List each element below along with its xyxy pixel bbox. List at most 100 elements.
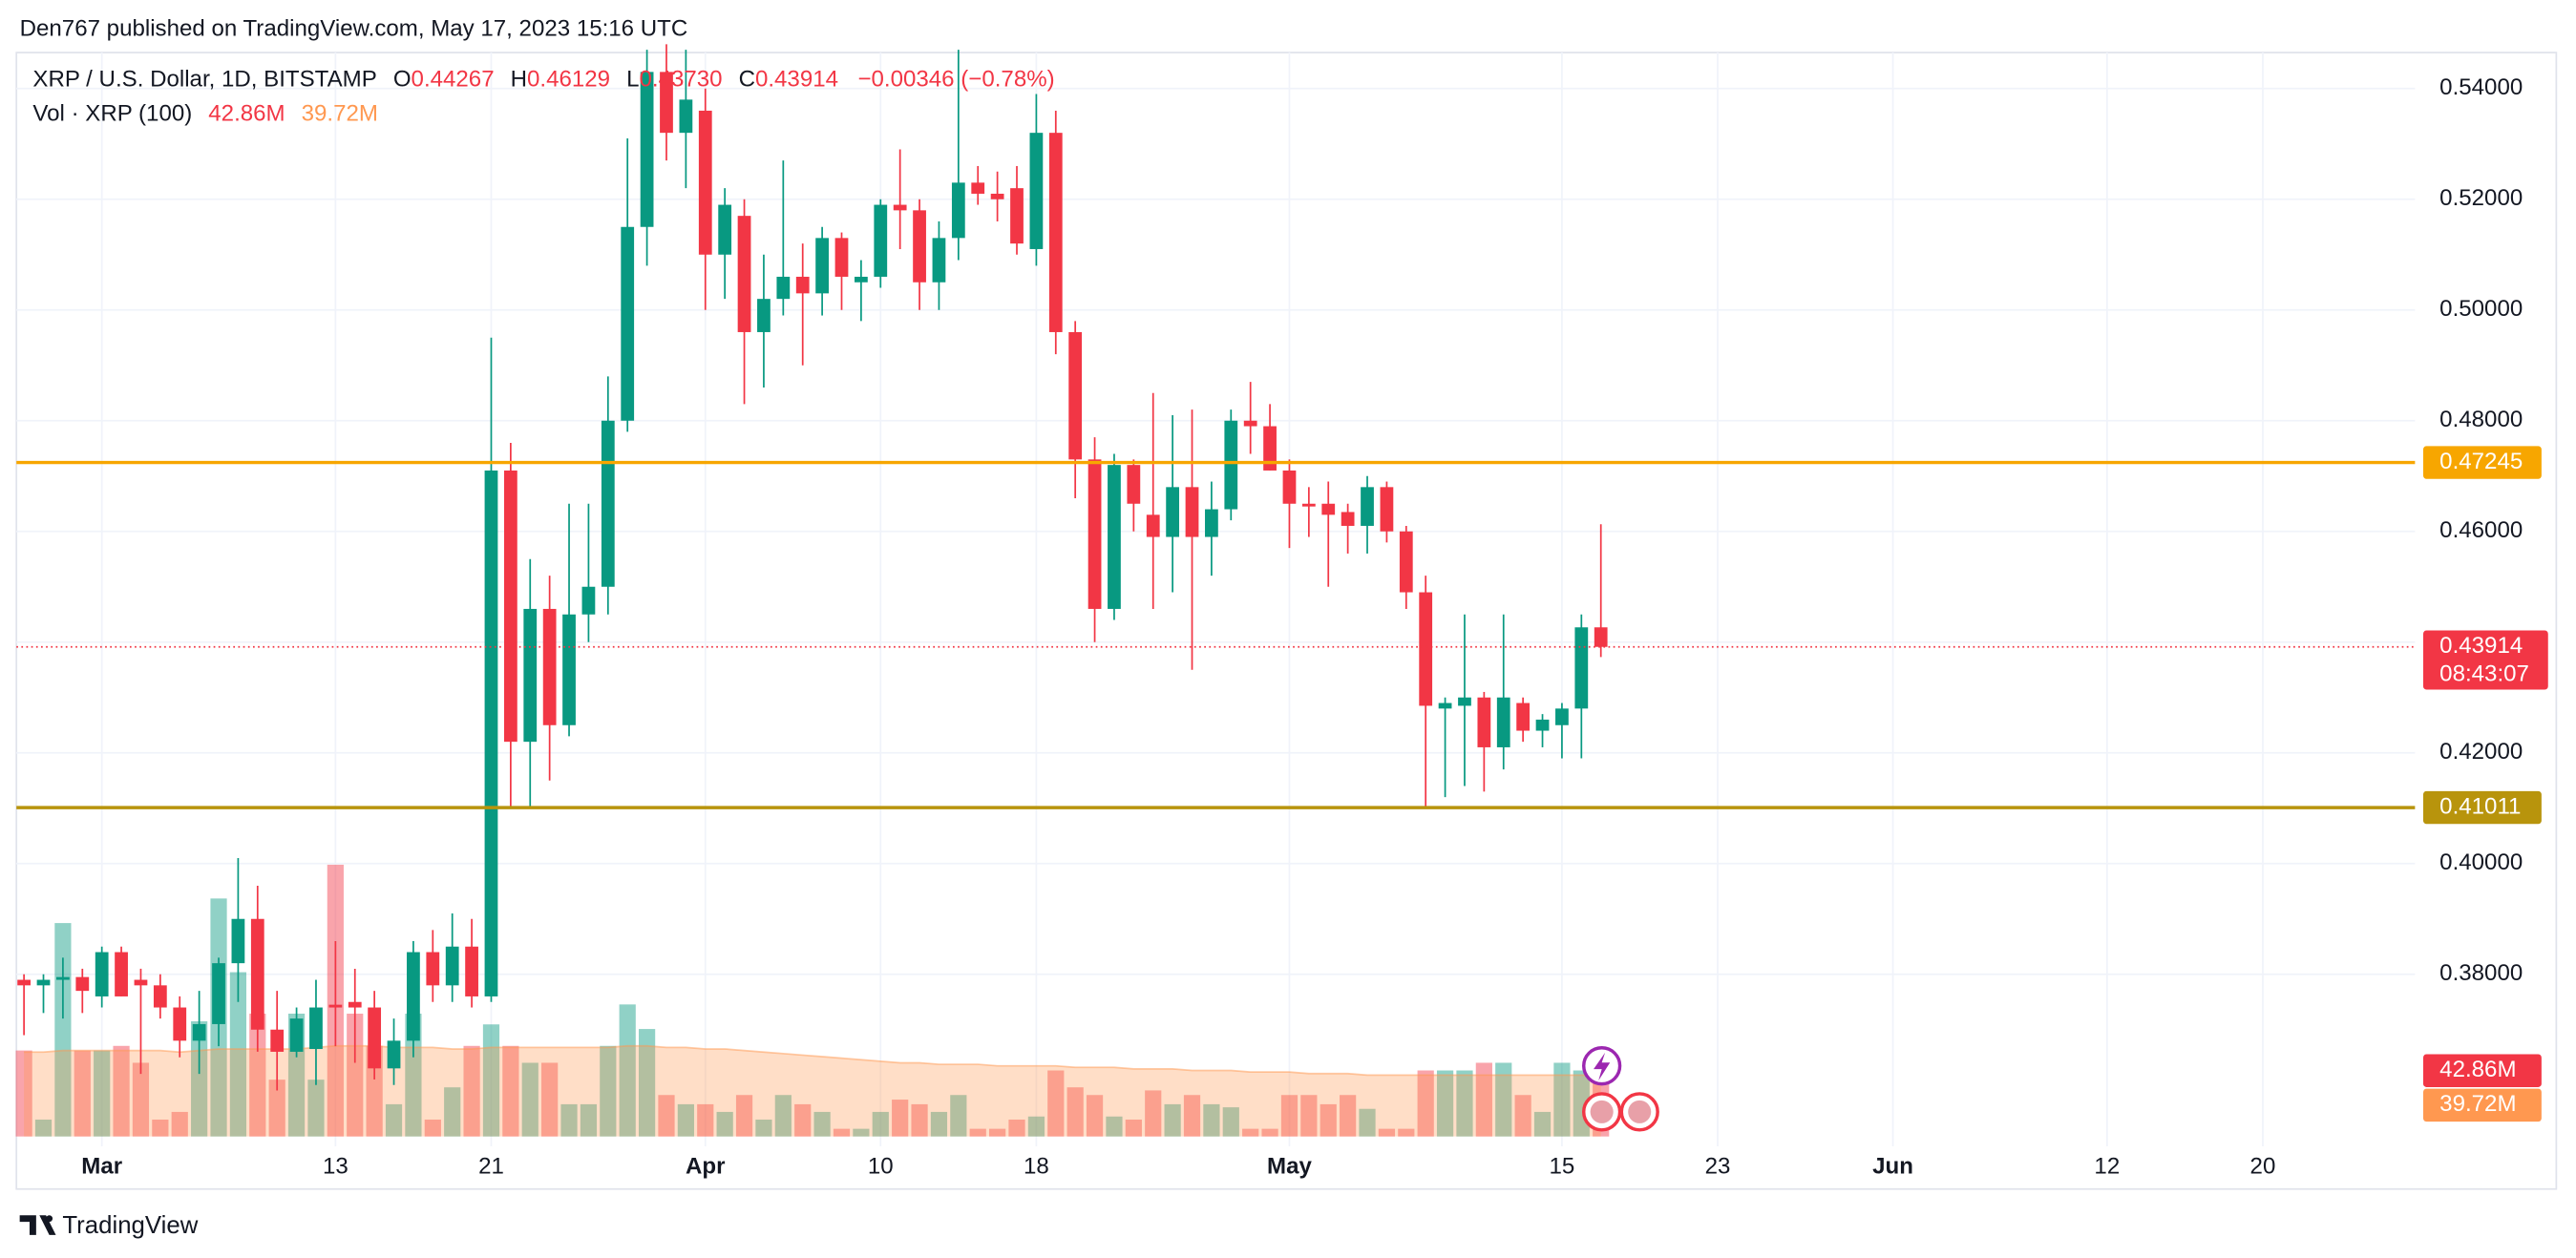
x-tick-label: Apr: [686, 1154, 725, 1180]
volume-bar: [1553, 1062, 1571, 1137]
price-label: 0.43914: [2439, 633, 2523, 659]
candle-body: [1477, 697, 1491, 747]
countdown-label: 08:43:07: [2439, 660, 2529, 686]
volume-bar: [638, 1029, 656, 1137]
x-tick-label: 15: [1550, 1154, 1575, 1180]
legend-volume: Vol · XRP (100) 42.86M 39.72M: [32, 101, 378, 127]
candle-body: [1146, 514, 1160, 537]
volume-bar: [74, 1050, 91, 1137]
candle-body: [951, 182, 965, 239]
volume-bar: [1533, 1111, 1552, 1137]
candle-body: [1496, 697, 1510, 747]
candle-body: [1029, 133, 1044, 249]
volume-ma-tag-label: 39.72M: [2439, 1091, 2516, 1117]
candle-body: [1419, 592, 1433, 706]
candle-body: [309, 1007, 323, 1050]
price-tag: [2422, 630, 2548, 690]
volume-bar: [1495, 1062, 1512, 1137]
volume-bar: [1164, 1103, 1181, 1137]
candle-body: [1087, 459, 1102, 609]
candle-body: [1205, 509, 1218, 537]
candle-body: [1282, 470, 1297, 504]
legend-key: C: [739, 67, 755, 93]
candle-body: [212, 963, 225, 1024]
volume-bar: [619, 1004, 636, 1137]
volume-bar: [735, 1095, 753, 1137]
candle-body: [1361, 487, 1374, 526]
volume-ma-line: [24, 1044, 1601, 1077]
candles: [17, 44, 1608, 1091]
volume-bar: [34, 1119, 53, 1137]
volume-bar: [1183, 1095, 1201, 1137]
candle-body: [445, 946, 459, 986]
candle-body: [503, 470, 517, 743]
volume-bar: [872, 1111, 889, 1137]
candle-body: [348, 1001, 362, 1008]
chart-frame: [15, 52, 2558, 1190]
volume-bar: [892, 1100, 909, 1137]
volume-bar: [307, 1080, 325, 1137]
candle-body: [737, 216, 751, 332]
candle-body: [1321, 503, 1336, 515]
volume-bar: [229, 972, 247, 1137]
volume-bar: [716, 1111, 733, 1137]
volume-bar: [1106, 1116, 1123, 1137]
candle-body: [913, 210, 926, 283]
candle-body: [874, 204, 888, 277]
candle-body: [1224, 420, 1238, 510]
y-tick-label: 0.42000: [2439, 739, 2523, 765]
candle-body: [134, 979, 148, 986]
y-tick-label: 0.52000: [2439, 185, 2523, 211]
volume-bar: [347, 1013, 364, 1137]
candle-body: [621, 226, 635, 421]
candle-body: [17, 979, 32, 986]
volume-bar: [1398, 1128, 1415, 1137]
volume-bar: [463, 1045, 480, 1137]
x-tick-label: 12: [2094, 1154, 2120, 1180]
candle-body: [56, 976, 70, 980]
y-tick-label: 0.48000: [2439, 407, 2523, 432]
volume-bar: [405, 1013, 422, 1137]
volume-bar: [15, 1050, 32, 1137]
candle-body: [718, 204, 732, 255]
candle-body: [776, 276, 791, 300]
volume-bar: [658, 1095, 675, 1137]
candle-body: [95, 952, 109, 996]
candle-body: [523, 608, 538, 743]
x-tick-label: Mar: [81, 1154, 122, 1180]
volume-ma-tag: [2422, 1088, 2542, 1122]
volume-bar: [1242, 1128, 1259, 1137]
candle-body: [757, 299, 771, 332]
candle-body: [1127, 465, 1141, 504]
volume-bar: [989, 1128, 1006, 1137]
volume-bar: [1008, 1119, 1025, 1137]
candle-body: [834, 238, 849, 277]
volume-bar: [1456, 1070, 1473, 1137]
volume-bar: [1280, 1095, 1299, 1137]
candle-body: [426, 952, 440, 986]
x-tick-label: 13: [323, 1154, 348, 1180]
volume-bar: [580, 1103, 598, 1137]
volume-bar: [171, 1111, 188, 1137]
event-glyph: [1594, 1052, 1611, 1081]
volume-bar: [1475, 1062, 1492, 1137]
y-tick-label: 0.38000: [2439, 960, 2523, 986]
volume-bar: [152, 1119, 169, 1137]
volume-bar: [1436, 1070, 1454, 1137]
volume-bar: [1086, 1095, 1104, 1137]
x-tick-label: Jun: [1872, 1154, 1913, 1180]
x-tick-label: 23: [1705, 1154, 1731, 1180]
candle-body: [640, 72, 654, 227]
volume-name: Vol · XRP (100): [32, 101, 192, 127]
volume-bar: [444, 1087, 461, 1137]
candle-body: [1166, 487, 1180, 537]
level-label: 0.41011: [2439, 793, 2521, 819]
legend-key: O: [393, 67, 412, 93]
legend-key: H: [511, 67, 527, 93]
candle-body: [1438, 702, 1452, 709]
candle-body: [1263, 426, 1277, 471]
candle-body: [250, 918, 264, 1030]
candle-body: [270, 1029, 285, 1052]
volume-ma-area: [24, 1045, 1601, 1137]
